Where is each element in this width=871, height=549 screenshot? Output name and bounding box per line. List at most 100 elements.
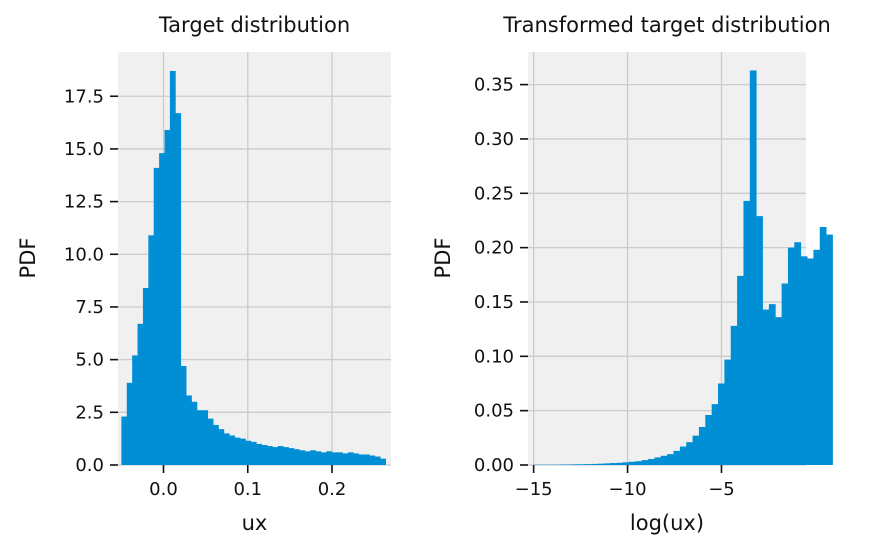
- left-histogram-bar: [283, 447, 289, 465]
- right-histogram-bar: [781, 283, 789, 465]
- right-histogram-bars: [533, 70, 833, 465]
- left-histogram-bar: [288, 448, 295, 465]
- left-histogram-bar: [250, 441, 257, 465]
- left-histogram-bar: [137, 323, 144, 465]
- right-histogram-bar: [578, 464, 585, 465]
- right-y-tick-label: 0.00: [474, 455, 514, 476]
- right-histogram-bar: [597, 463, 604, 465]
- right-histogram-bar: [590, 463, 598, 465]
- left-histogram-bar: [229, 435, 236, 465]
- left-histogram-bar: [153, 167, 160, 465]
- right-histogram-bar: [673, 450, 681, 465]
- right-y-tick-label: 0.30: [474, 129, 514, 150]
- left-histogram-bar: [132, 355, 138, 465]
- right-histogram-bar: [807, 258, 814, 465]
- right-histogram-bar: [794, 242, 802, 465]
- right-histogram-bar: [654, 457, 662, 465]
- left-x-ticks: 0.0 0.1 0.2: [149, 465, 346, 500]
- right-histogram-bar: [743, 200, 751, 465]
- left-histogram-bar: [191, 401, 198, 465]
- left-histogram-bar: [320, 452, 327, 465]
- right-x-ticks: −15 −10 −5: [515, 465, 735, 500]
- right-y-tick-label: 0.35: [474, 75, 514, 96]
- left-histogram-bar: [240, 438, 246, 465]
- left-x-tick-label: 0.1: [233, 479, 262, 500]
- right-histogram-bar: [724, 359, 732, 465]
- left-chart-title: Target distribution: [158, 13, 350, 37]
- right-x-axis-label: log(ux): [630, 511, 704, 535]
- left-histogram-bar: [164, 129, 171, 465]
- left-histogram-bar: [358, 454, 365, 465]
- right-histogram-bar: [813, 249, 821, 465]
- right-histogram-bar: [660, 455, 668, 465]
- left-histogram-bar: [223, 433, 230, 465]
- right-histogram-bar: [635, 461, 643, 465]
- left-histogram-bar: [293, 449, 300, 465]
- left-histogram-bar: [310, 450, 316, 465]
- right-histogram-bar: [711, 404, 719, 465]
- left-histogram-bar: [315, 451, 322, 465]
- left-y-tick-label: 0.0: [75, 455, 104, 476]
- left-chart-panel: 0.0 0.1 0.2 0.0 2.5 5.0 7.5 10.0 12.5 15.0 17.5 T…: [16, 13, 391, 535]
- left-histogram-bar: [266, 446, 273, 465]
- right-y-tick-label: 0.25: [474, 183, 514, 204]
- right-histogram-bar: [686, 442, 693, 465]
- left-histogram-bar: [186, 395, 192, 465]
- right-histogram-bar: [800, 256, 808, 465]
- left-histogram-bar: [218, 429, 225, 465]
- right-histogram-bar: [762, 309, 770, 465]
- left-histogram-bar: [148, 235, 155, 465]
- left-y-tick-label: 5.0: [75, 350, 104, 371]
- right-histogram-bar: [718, 383, 725, 465]
- right-histogram-bar: [768, 304, 776, 465]
- left-x-tick-label: 0.0: [149, 479, 178, 500]
- right-histogram-bar: [648, 459, 655, 465]
- right-histogram-bar: [679, 446, 687, 465]
- left-histogram-bar: [180, 365, 187, 465]
- right-histogram-bar: [692, 435, 700, 465]
- right-histogram-bar: [730, 325, 738, 465]
- right-histogram-bar: [565, 464, 573, 465]
- right-histogram-bar: [756, 216, 763, 465]
- right-histogram-bar: [629, 461, 636, 465]
- right-histogram-bar: [641, 460, 649, 465]
- right-histogram-bar: [775, 317, 783, 465]
- left-y-tick-label: 10.0: [64, 244, 104, 265]
- right-histogram-bar: [826, 234, 833, 465]
- left-histogram-bar: [353, 453, 360, 465]
- left-histogram-bar: [234, 437, 241, 465]
- left-x-axis-label: ux: [242, 511, 268, 535]
- left-y-tick-label: 15.0: [64, 139, 104, 160]
- left-histogram-bar: [256, 443, 262, 465]
- left-histogram-bar: [196, 410, 203, 465]
- right-y-ticks: 0.00 0.05 0.10 0.15 0.20 0.25 0.30 0.35: [474, 75, 528, 476]
- left-histogram-bar: [304, 451, 311, 465]
- left-y-tick-label: 17.5: [64, 86, 104, 107]
- left-histogram-bar: [369, 455, 376, 465]
- left-histogram-bars: [121, 70, 387, 465]
- left-histogram-bar: [331, 452, 338, 465]
- right-y-tick-label: 0.20: [474, 238, 514, 259]
- right-x-tick-label: −5: [708, 479, 735, 500]
- left-histogram-bar: [159, 153, 165, 465]
- right-histogram-bar: [616, 462, 624, 465]
- left-histogram-bar: [245, 440, 252, 465]
- right-y-tick-label: 0.05: [474, 401, 514, 422]
- left-histogram-bar: [337, 452, 343, 465]
- right-x-tick-label: −10: [609, 479, 647, 500]
- left-histogram-bar: [299, 450, 306, 465]
- left-y-ticks: 0.0 2.5 5.0 7.5 10.0 12.5 15.0 17.5: [64, 86, 118, 476]
- left-histogram-bar: [374, 456, 381, 465]
- left-histogram-bar: [121, 416, 128, 465]
- left-histogram-bar: [261, 444, 268, 465]
- right-histogram-bar: [667, 454, 674, 465]
- left-histogram-bar: [277, 446, 284, 465]
- right-histogram-bar: [603, 463, 611, 465]
- right-histogram-bar: [571, 464, 579, 465]
- right-histogram-bar: [698, 426, 706, 465]
- left-histogram-bar: [175, 113, 182, 465]
- left-histogram-bar: [169, 70, 176, 465]
- left-x-tick-label: 0.2: [318, 479, 347, 500]
- left-histogram-bar: [347, 452, 354, 465]
